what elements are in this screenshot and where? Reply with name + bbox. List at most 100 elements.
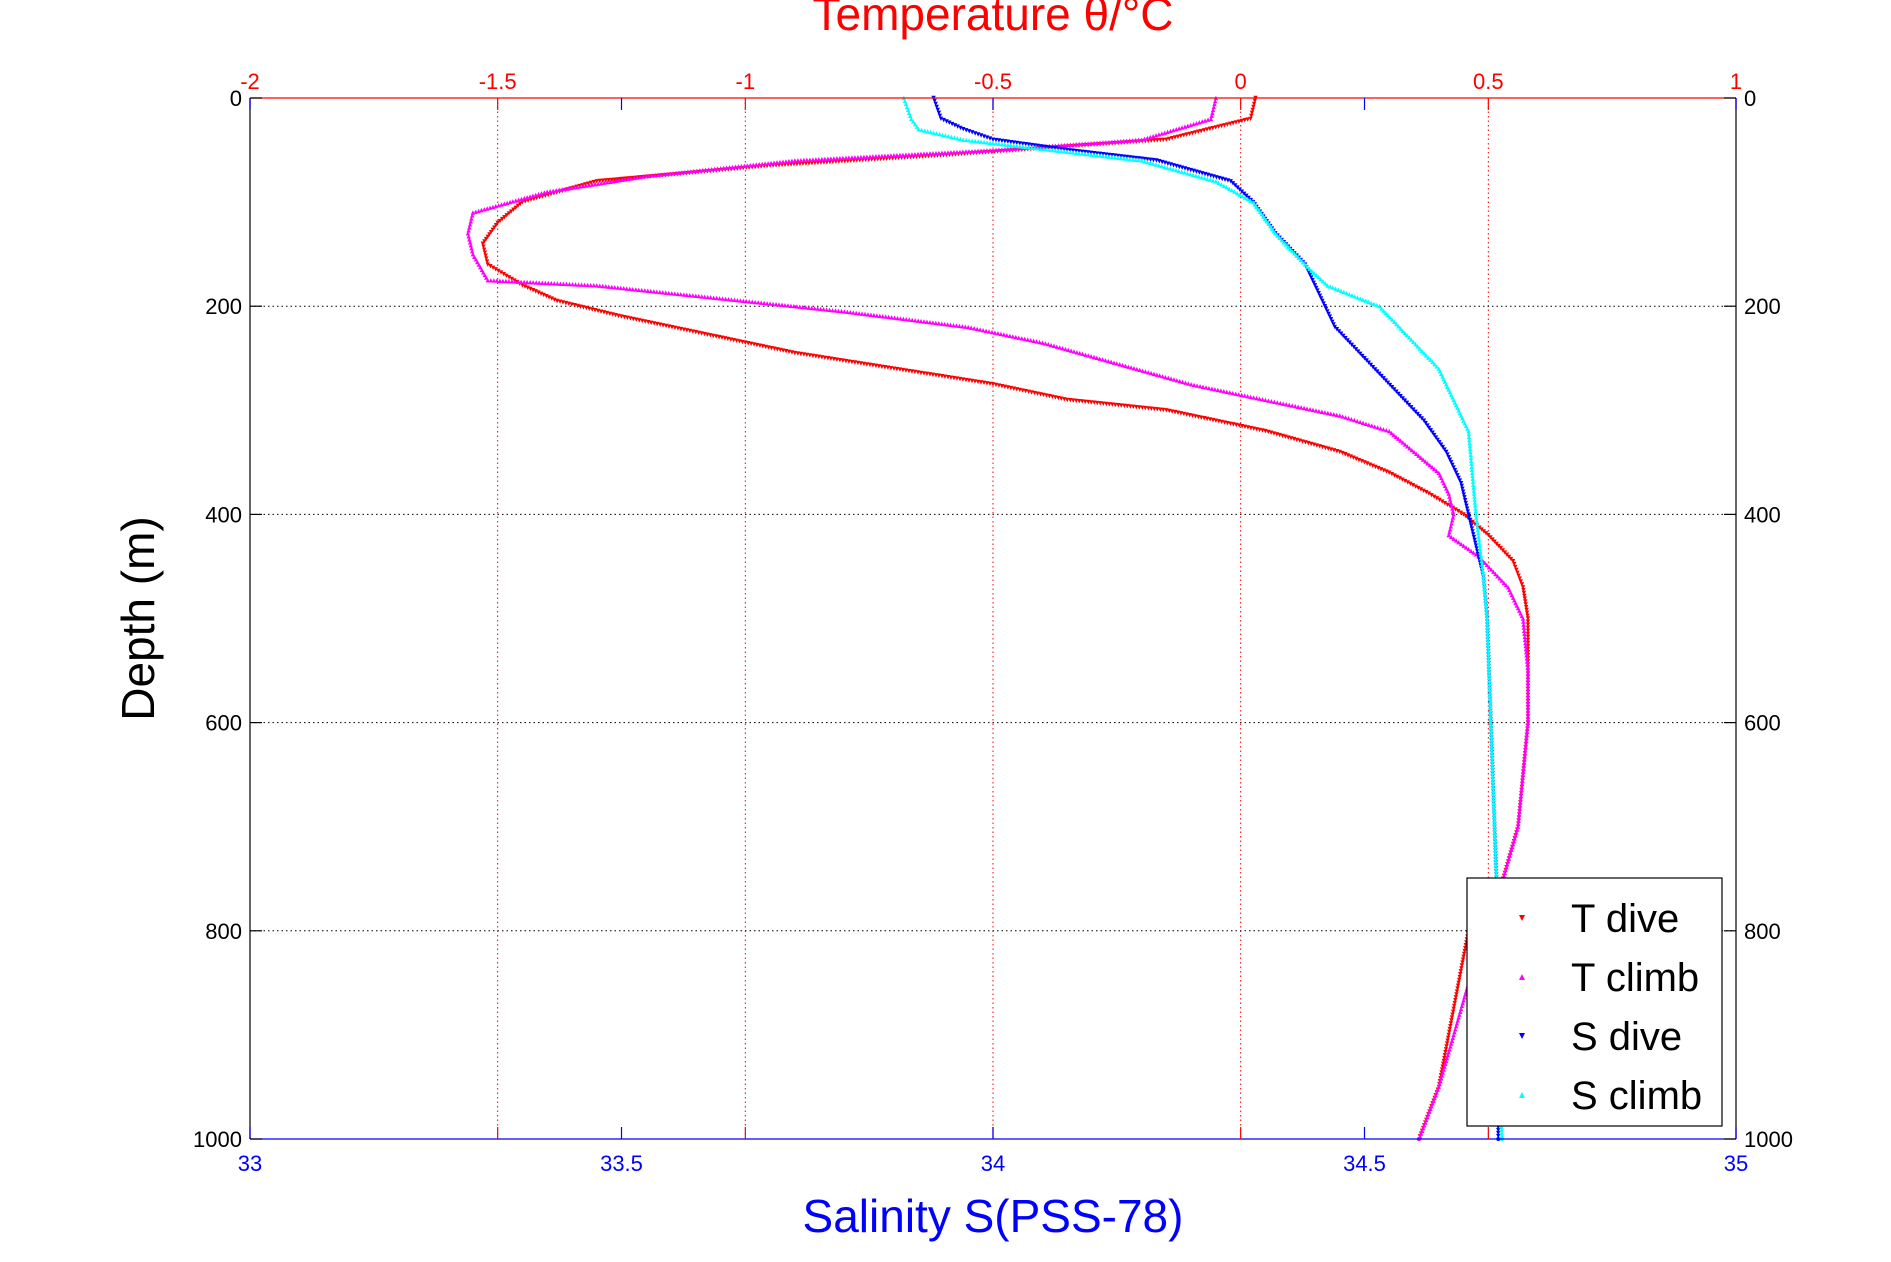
data-point bbox=[1028, 337, 1033, 343]
data-point bbox=[1475, 527, 1481, 533]
data-point bbox=[1346, 416, 1351, 421]
data-point bbox=[1521, 769, 1526, 774]
data-point bbox=[1417, 414, 1422, 419]
data-point bbox=[1254, 395, 1259, 401]
data-point bbox=[1487, 684, 1492, 690]
data-point bbox=[1517, 809, 1522, 814]
data-point bbox=[1162, 130, 1167, 135]
data-point bbox=[469, 216, 474, 221]
data-point bbox=[1465, 509, 1471, 514]
data-point bbox=[1359, 458, 1364, 464]
data-point bbox=[1497, 576, 1502, 581]
data-point bbox=[987, 148, 993, 153]
data-point bbox=[1419, 416, 1425, 421]
data-point bbox=[1210, 107, 1216, 113]
data-point bbox=[466, 228, 471, 233]
data-point bbox=[1245, 196, 1250, 202]
data-point bbox=[1287, 402, 1292, 408]
data-point bbox=[1277, 235, 1282, 240]
data-point bbox=[900, 152, 906, 157]
data-point bbox=[1381, 376, 1386, 381]
data-point bbox=[1472, 494, 1477, 499]
data-point bbox=[1221, 388, 1227, 394]
data-point bbox=[1521, 619, 1526, 624]
data-point bbox=[1127, 156, 1132, 162]
data-point bbox=[691, 168, 697, 174]
data-point bbox=[1191, 382, 1197, 388]
data-point bbox=[834, 156, 840, 161]
data-point bbox=[1460, 489, 1466, 494]
data-point bbox=[579, 282, 584, 287]
data-point bbox=[1503, 867, 1508, 873]
data-point bbox=[473, 209, 478, 214]
data-point bbox=[1450, 1012, 1455, 1017]
data-point bbox=[530, 193, 536, 198]
data-point bbox=[482, 239, 487, 244]
data-point bbox=[1292, 403, 1298, 409]
data-point bbox=[1408, 481, 1413, 487]
data-point bbox=[1252, 98, 1258, 104]
data-point bbox=[1461, 951, 1467, 957]
x-bottom-tick-label: 34 bbox=[981, 1151, 1005, 1176]
data-point bbox=[1151, 157, 1156, 163]
data-point bbox=[874, 313, 880, 318]
data-point bbox=[1470, 479, 1476, 484]
data-point bbox=[699, 294, 704, 299]
data-point bbox=[626, 176, 631, 182]
data-point bbox=[1400, 440, 1405, 445]
data-point bbox=[1451, 512, 1456, 517]
data-point bbox=[660, 290, 665, 295]
data-point bbox=[1158, 137, 1163, 143]
data-point bbox=[1011, 146, 1017, 151]
data-point bbox=[1489, 738, 1494, 743]
data-point bbox=[1499, 578, 1504, 583]
data-point bbox=[711, 295, 716, 300]
data-point bbox=[1522, 631, 1527, 637]
data-point bbox=[1448, 1044, 1453, 1049]
data-point bbox=[1409, 447, 1414, 453]
data-point bbox=[1248, 198, 1253, 203]
data-point bbox=[1518, 793, 1524, 799]
data-point bbox=[1484, 562, 1490, 568]
data-point bbox=[1525, 698, 1531, 704]
data-point bbox=[963, 149, 969, 154]
data-point bbox=[957, 149, 963, 154]
data-point bbox=[981, 380, 987, 386]
data-point bbox=[1331, 412, 1336, 417]
data-point bbox=[541, 292, 546, 298]
data-point bbox=[645, 288, 650, 293]
data-point bbox=[1366, 422, 1372, 427]
data-point bbox=[1131, 366, 1137, 371]
data-point bbox=[681, 292, 686, 297]
data-point bbox=[1485, 646, 1491, 651]
data-point bbox=[1518, 800, 1523, 805]
data-point bbox=[1373, 464, 1378, 470]
data-point bbox=[1524, 607, 1529, 613]
data-point bbox=[1491, 797, 1496, 803]
data-point bbox=[479, 207, 484, 213]
data-point bbox=[1445, 452, 1450, 457]
data-point bbox=[1469, 464, 1474, 470]
data-point bbox=[1097, 356, 1102, 361]
data-point bbox=[1137, 367, 1142, 373]
data-point bbox=[480, 241, 486, 246]
data-point bbox=[1423, 353, 1429, 358]
data-point bbox=[467, 225, 472, 230]
data-point bbox=[1495, 573, 1500, 579]
data-point bbox=[1487, 675, 1492, 681]
data-point bbox=[1486, 666, 1492, 672]
data-point bbox=[1494, 872, 1499, 877]
data-point bbox=[1002, 139, 1008, 144]
data-point bbox=[846, 359, 852, 364]
data-point bbox=[1194, 383, 1200, 388]
data-point bbox=[980, 327, 986, 333]
data-point bbox=[509, 276, 514, 282]
data-point bbox=[727, 165, 732, 170]
data-point bbox=[945, 322, 950, 327]
data-point bbox=[608, 179, 613, 184]
data-point bbox=[1402, 398, 1408, 403]
data-point bbox=[1447, 494, 1452, 499]
data-point bbox=[1261, 214, 1266, 219]
data-point bbox=[1142, 156, 1147, 162]
data-point bbox=[764, 301, 770, 306]
